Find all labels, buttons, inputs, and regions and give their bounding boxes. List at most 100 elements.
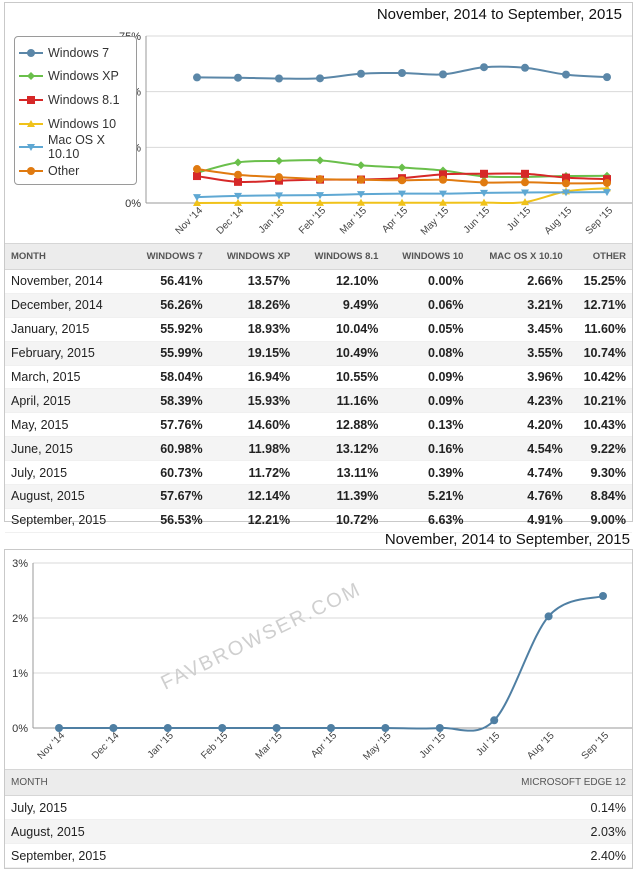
x-tick-label: Jan '15 [257,205,288,236]
value-cell: 2.66% [469,269,569,294]
month-cell: February, 2015 [5,341,130,366]
value-cell: 4.91% [469,508,569,533]
data-point [193,199,201,206]
value-cell: 13.12% [296,436,385,462]
data-point [275,192,283,200]
data-point [480,63,488,72]
series-line [59,595,604,732]
data-point [234,177,242,186]
value-cell: 10.74% [568,341,632,366]
x-tick-label: Mar '15 [338,205,369,236]
column-header: OTHER [568,243,632,270]
legend-label: Windows 7 [48,45,110,60]
column-header: MICROSOFT EDGE 12 [305,769,632,796]
month-cell: July, 2015 [5,795,306,820]
data-point [275,74,283,83]
legend-label: Mac OS X 10.10 [48,133,105,162]
data-point [521,178,529,187]
legend-marker [27,144,35,152]
data-point [562,189,570,197]
y-tick-label: 3% [12,558,28,570]
value-cell: 11.98% [208,436,297,462]
month-cell: April, 2015 [5,388,130,414]
data-point [316,74,324,83]
table-row: September, 2015 2.40% [5,843,632,868]
legend-marker [27,95,35,104]
value-cell: 10.55% [296,365,385,390]
data-point [109,724,118,732]
value-cell: 9.30% [568,460,632,486]
value-cell: 58.39% [129,388,209,414]
data-point [234,170,242,179]
x-tick-label: Feb '15 [297,205,328,236]
value-cell: 4.54% [469,436,569,462]
data-point [480,189,488,197]
legend-swatch-icon [19,95,43,104]
value-cell: 13.57% [208,269,297,294]
legend-item[interactable]: Windows XP [19,65,136,89]
value-cell: 2.40% [305,843,632,868]
legend-label: Windows XP [48,69,119,84]
x-tick-label: Jun '15 [462,205,493,236]
data-point [193,165,201,174]
legend-item[interactable]: Windows 8.1 [19,88,136,112]
legend-item[interactable]: Windows 10 [19,112,136,136]
value-cell: 15.93% [208,388,297,414]
month-cell: September, 2015 [5,843,306,868]
data-point [398,176,406,185]
table-row: May, 2015 57.76% 14.60% 12.88% 0.13% 4.20% 10.… [5,412,632,438]
legend-swatch-icon [19,166,43,175]
table-row: April, 2015 58.39% 15.93% 11.16% 0.09% 4.23% 1… [5,388,632,414]
os-share-table: MONTH WINDOWS 7 WINDOWS XP WINDOWS 8.1 WINDO… [5,243,632,533]
value-cell: 0.14% [305,795,632,820]
x-tick-label: May '15 [361,730,394,763]
value-cell: 10.43% [568,412,632,438]
x-tick-label: Dec '14 [90,730,122,762]
data-point [439,170,447,179]
data-point [275,156,283,165]
data-point [490,716,499,725]
data-point [521,169,529,178]
y-tick-label: 1% [12,668,28,680]
data-point [521,189,529,197]
value-cell: 58.04% [129,365,209,390]
value-cell: 57.76% [129,412,209,438]
table-row: February, 2015 55.99% 19.15% 10.49% 0.08% 3.5… [5,341,632,366]
legend-label: Other [48,163,80,178]
x-tick-label: Mar '15 [254,730,285,761]
value-cell: 6.63% [384,508,470,533]
value-cell: 9.22% [568,436,632,462]
value-cell: 12.14% [208,484,297,509]
x-tick-label: Jan '15 [146,730,177,761]
data-point [521,198,529,206]
value-cell: 3.55% [469,341,569,366]
data-point [275,173,283,182]
value-cell: 56.53% [129,508,209,533]
legend-item[interactable]: Other [19,159,136,183]
legend-item[interactable]: Windows 7 [19,41,136,65]
data-point [163,724,172,732]
legend-item[interactable]: Mac OS X 10.10 [19,133,136,162]
value-cell: 10.72% [296,508,385,533]
x-tick-label: May '15 [419,205,452,238]
value-cell: 15.25% [568,269,632,294]
month-cell: August, 2015 [5,484,130,509]
column-header: WINDOWS 7 [129,243,209,270]
data-point [480,198,488,206]
value-cell: 0.09% [384,388,470,414]
data-point [193,194,201,202]
column-header: WINDOWS XP [208,243,297,270]
column-header: WINDOWS 8.1 [296,243,385,270]
x-tick-label: Dec '14 [215,205,247,237]
month-cell: March, 2015 [5,365,130,390]
data-point [316,156,324,165]
value-cell: 0.08% [384,341,470,366]
value-cell: 0.13% [384,412,470,438]
x-tick-label: Jul '15 [505,205,533,233]
value-cell: 18.93% [208,317,297,342]
month-cell: September, 2015 [5,508,130,533]
value-cell: 11.39% [296,484,385,509]
x-tick-label: Aug '15 [543,205,575,237]
data-point [521,63,529,72]
value-cell: 4.23% [469,388,569,414]
